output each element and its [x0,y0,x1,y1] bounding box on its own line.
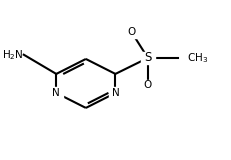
Text: O: O [127,27,135,37]
Bar [125,27,137,38]
Text: H$_2$N: H$_2$N [2,48,24,62]
Bar [50,87,62,99]
Text: CH$_3$: CH$_3$ [187,51,208,65]
Bar [141,80,153,91]
Bar [140,52,154,64]
Bar [109,87,121,99]
Text: N: N [52,88,60,98]
Text: S: S [144,51,151,64]
Text: O: O [143,80,151,90]
Text: N: N [111,88,119,98]
